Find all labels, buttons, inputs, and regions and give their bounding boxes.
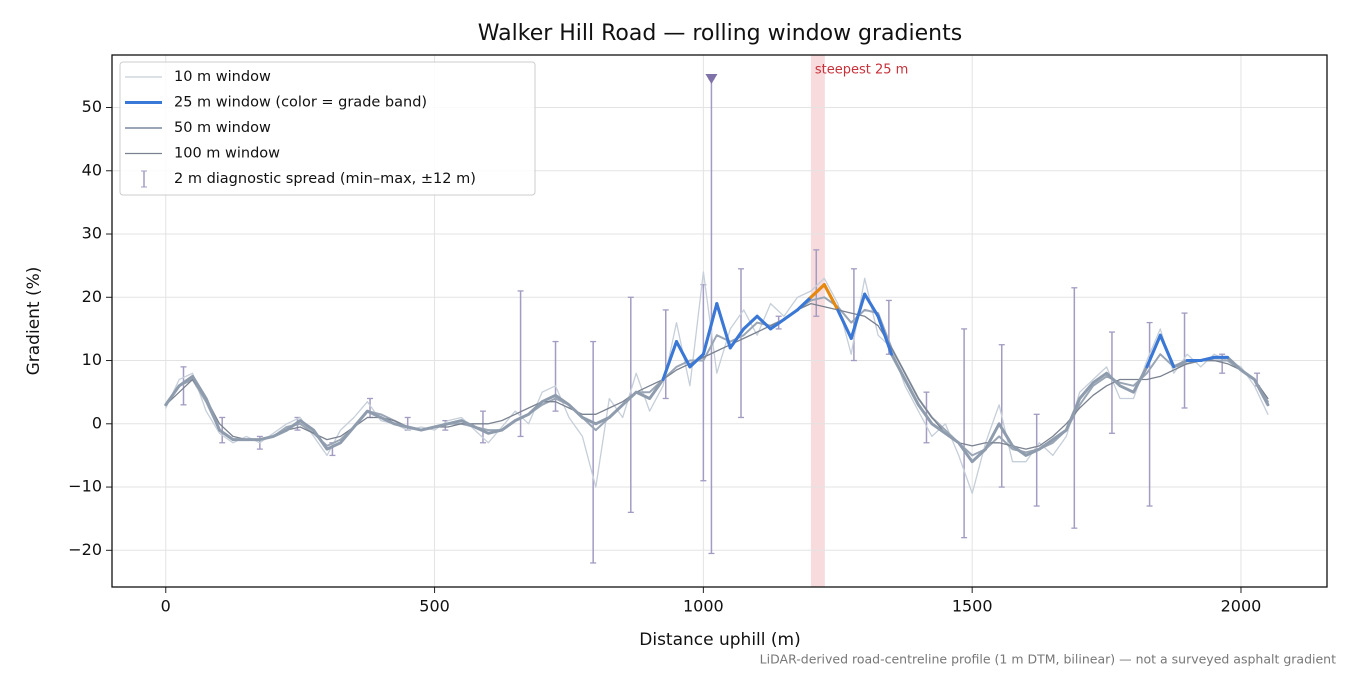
highlight-band (810, 55, 825, 587)
y-tick-label: 50 (82, 97, 102, 116)
x-tick-label: 1500 (952, 597, 993, 616)
plot-frame (111, 54, 1328, 588)
grade-segment (782, 308, 799, 321)
y-tick-label: −20 (68, 540, 102, 559)
grade-segment (674, 340, 692, 369)
legend-label: 25 m window (color = grade band) (174, 95, 427, 111)
grade-segment (876, 314, 894, 356)
legend-label: 50 m window (174, 120, 271, 136)
grade-segment (1145, 333, 1162, 369)
y-axis-label: Gradient (%) (24, 267, 44, 376)
y-tick-label: 40 (82, 160, 102, 179)
legend-label: 10 m window (174, 69, 271, 85)
grade-segment (661, 340, 678, 382)
grade-segment (1199, 355, 1216, 363)
grade-segment (863, 292, 880, 318)
highlight-label: steepest 25 m (815, 63, 908, 78)
chart-title: Walker Hill Road — rolling window gradie… (478, 21, 962, 46)
grade-segment (701, 302, 719, 356)
grade-segment (769, 317, 786, 331)
footnote: LiDAR-derived road-centreline profile (1… (760, 652, 1336, 667)
grade-segment (849, 292, 867, 340)
x-tick-label: 500 (419, 597, 450, 616)
y-tick-label: −10 (68, 477, 102, 496)
x-tick-label: 1000 (683, 597, 724, 616)
plot-area: steepest 25 m 0 500 1000 1500 2000 −20 −10 0 10 20… (68, 54, 1328, 616)
clipped-marker (705, 74, 718, 85)
x-axis-label: Distance uphill (m) (639, 630, 800, 650)
y-tick-label: 10 (82, 350, 102, 369)
grade-segment (688, 352, 705, 369)
grade-segment (728, 327, 746, 350)
x-tick-label: 0 (161, 597, 171, 616)
grade-segment (1158, 333, 1176, 369)
grade-segment (795, 295, 813, 312)
grade-segment (742, 314, 759, 331)
legend-label: 2 m diagnostic spread (min–max, ±12 m) (174, 171, 476, 187)
legend-box (119, 61, 536, 196)
legend-label: 100 m window (174, 146, 280, 162)
y-tick-label: 0 (92, 413, 102, 432)
grade-segment (755, 314, 773, 331)
series-line (165, 271, 1269, 495)
y-tick-label: 30 (82, 224, 102, 243)
x-tick-label: 2000 (1221, 597, 1262, 616)
grade-segment (836, 308, 853, 340)
y-tick-label: 20 (82, 287, 102, 306)
legend: 10 m window 25 m window (color = grade ba… (119, 61, 536, 196)
grade-segment (715, 302, 732, 350)
grade-segment (822, 283, 840, 312)
grade-segment (809, 283, 826, 299)
